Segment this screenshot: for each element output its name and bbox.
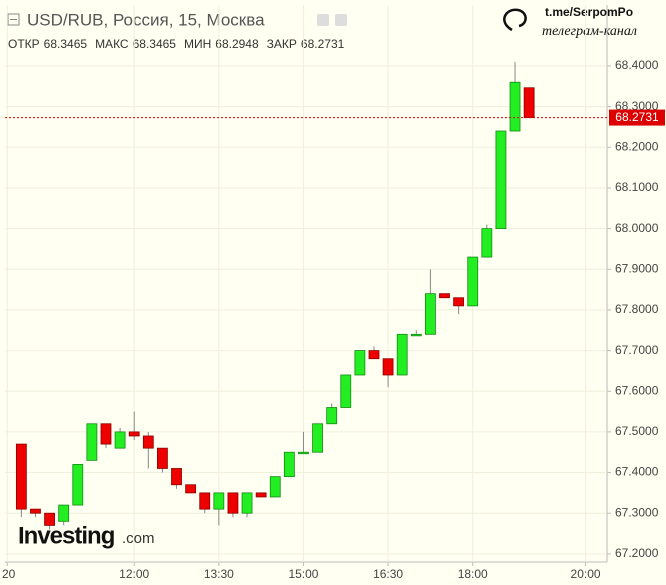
y-tick-label: 67.7000 [615,343,659,357]
logo-brand: Investing [18,522,115,549]
x-tick-label: 13:30 [204,567,234,581]
info-label: МАКС [95,37,129,51]
refresh-icon[interactable] [335,14,347,26]
candle-body [100,423,112,445]
y-tick-label: 67.8000 [615,302,659,316]
watermark-caption: телеграм-канал [542,24,637,39]
watermark-icon [503,8,527,32]
info-value: 68.2731 [301,37,345,51]
candle-body [425,293,436,335]
candle-body [410,333,422,337]
y-tick-label: 67.2000 [615,546,659,560]
info-label: ОТКР [8,37,40,51]
plot-area: 68.4000 68.3000 68.2000 68.1000 68.0000 67.90… [2,5,665,581]
y-tick-label: 68.0000 [615,221,659,235]
x-tick-label: 15:00 [288,567,318,581]
candle-body [58,504,70,522]
y-tick-label: 67.5000 [615,424,659,438]
candle-body [269,476,281,498]
y-tick-label: 68.4000 [615,58,659,72]
candle-body [157,447,168,469]
candle-body [227,492,239,514]
x-tick-label: 18:00 [458,567,488,581]
y-tick-label: 67.4000 [615,465,659,479]
candle-body [72,464,84,506]
last-price-label: 68.2731 [615,110,659,124]
candle-body [255,492,267,498]
info-label: МИН [184,37,211,51]
x-tick-label: 16:30 [373,567,403,581]
watermark-channel: t.me/SerpomPo [545,5,633,19]
candle-body [185,484,197,494]
logo-suffix: .com [122,530,155,547]
last-price-box [609,109,665,126]
candle-body [453,297,465,307]
y-tick-label: 67.3000 [615,505,659,519]
info-value: 68.2948 [215,37,259,51]
y-tick-label: 67.6000 [615,383,659,397]
candle-body [30,508,41,514]
x-tick-label: 12:00 [119,567,149,581]
candle-body [368,350,380,360]
candle-body [312,423,323,453]
candle-body [495,130,507,230]
candle-body [15,443,27,510]
candle-body [171,468,182,486]
settings-icon[interactable] [317,14,329,26]
x-tick-label: 20 [2,567,16,581]
info-value: 68.3465 [133,37,177,51]
candle-body [142,435,154,449]
candle-body [114,431,126,449]
chart-title: USD/RUB, Россия, 15, Москва [27,10,265,29]
x-tick-label: 20:00 [571,567,601,581]
candle-body [44,512,55,526]
y-tick-label: 68.1000 [615,180,659,194]
candle-body [396,333,408,376]
y-tick-label: 68.3000 [615,99,659,113]
candle-body [128,431,140,437]
info-line: ОТКР 68.3465 МАКС 68.3465 МИН 68.2948 ЗАКР 68.2… [8,37,345,51]
candle-body [509,81,521,132]
candle-body [326,407,338,425]
candle-body [481,228,493,258]
info-label: ЗАКР [267,37,297,51]
candle-body [439,293,450,299]
y-tick-label: 67.9000 [615,261,659,275]
candle-body [523,87,535,118]
y-tick-label: 68.2000 [615,139,659,153]
candle-body [382,358,394,376]
candle-body [340,374,352,408]
candle-body [86,423,98,461]
candle-body [283,451,295,478]
candle-body [241,492,253,514]
info-value: 68.3465 [44,37,88,51]
candle-body [298,451,309,455]
candle-body [354,350,366,376]
collapse-icon[interactable] [7,13,20,26]
candle-body [467,256,479,307]
candle-body [213,492,225,510]
candle-body [199,492,211,510]
